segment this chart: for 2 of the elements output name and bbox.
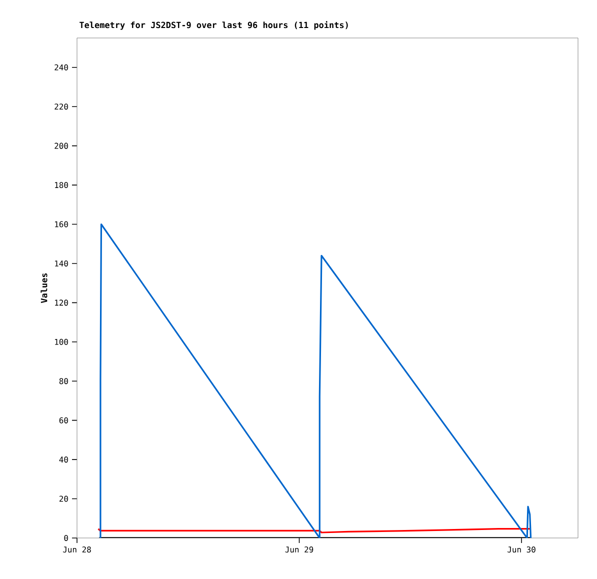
chart-title: Telemetry for JS2DST-9 over last 96 hours (11 points) [80, 21, 348, 30]
y-axis-title: Values [40, 273, 48, 304]
